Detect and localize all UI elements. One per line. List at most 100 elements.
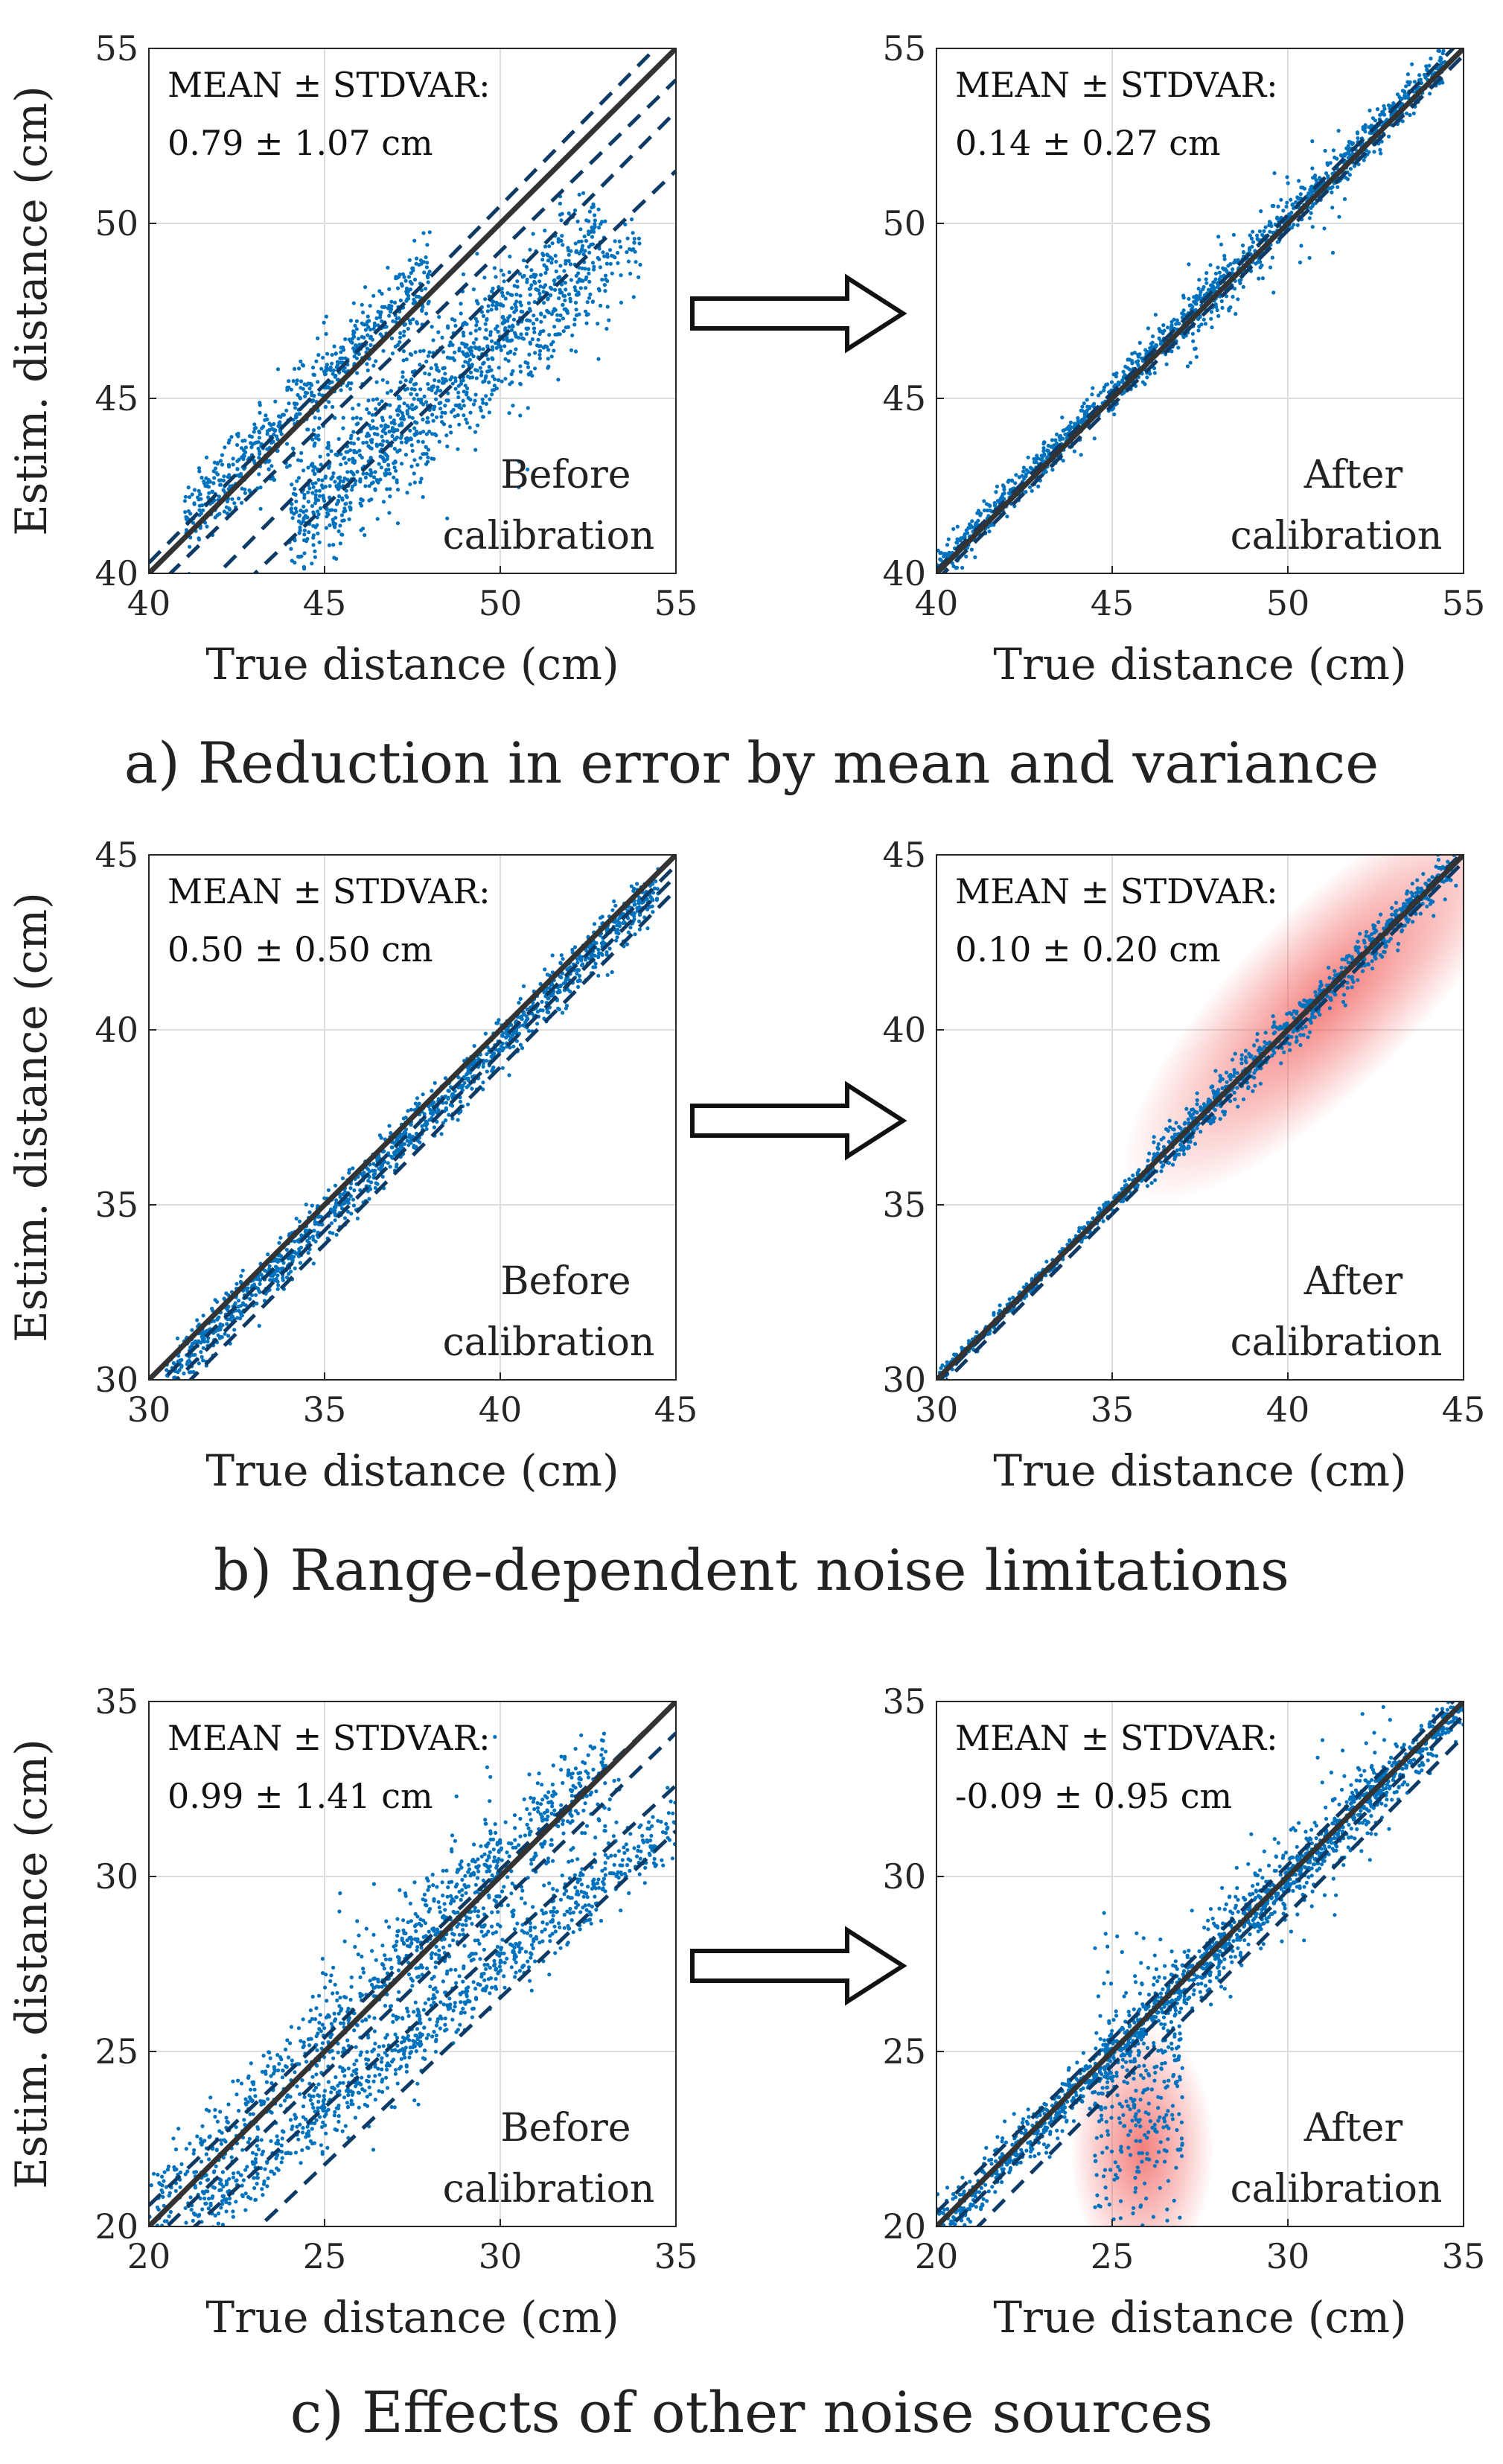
data-point bbox=[433, 1080, 437, 1085]
data-point bbox=[587, 219, 591, 223]
data-point bbox=[426, 455, 430, 459]
data-point bbox=[1035, 453, 1039, 458]
data-point bbox=[575, 219, 580, 223]
data-point bbox=[339, 388, 343, 392]
data-point bbox=[978, 513, 983, 518]
data-point bbox=[482, 360, 486, 365]
data-point bbox=[590, 299, 596, 304]
data-point bbox=[422, 394, 427, 399]
data-point bbox=[600, 914, 604, 919]
data-point bbox=[1412, 80, 1417, 84]
data-point bbox=[311, 485, 316, 489]
x-tick-label: 30 bbox=[127, 1389, 171, 1430]
data-point bbox=[344, 488, 348, 493]
data-point bbox=[584, 321, 589, 325]
data-point bbox=[1036, 484, 1041, 488]
data-point bbox=[539, 311, 543, 316]
data-point bbox=[364, 440, 369, 445]
data-point bbox=[401, 334, 406, 338]
data-point bbox=[212, 476, 217, 480]
data-point bbox=[569, 278, 574, 282]
data-point bbox=[388, 494, 392, 499]
data-point bbox=[170, 1382, 174, 1386]
data-point bbox=[482, 336, 488, 340]
data-point bbox=[1279, 197, 1283, 202]
data-point bbox=[368, 472, 372, 477]
data-point bbox=[1386, 103, 1391, 108]
data-point bbox=[610, 253, 614, 258]
data-point bbox=[490, 392, 494, 397]
data-point bbox=[328, 484, 332, 488]
data-point bbox=[1428, 92, 1432, 96]
data-point bbox=[358, 416, 363, 421]
data-point bbox=[520, 1045, 525, 1051]
data-point bbox=[421, 430, 426, 434]
data-point bbox=[411, 317, 415, 322]
data-point bbox=[612, 899, 616, 903]
data-point bbox=[165, 1385, 169, 1389]
data-point bbox=[465, 1077, 470, 1081]
data-point bbox=[392, 300, 398, 305]
data-point bbox=[368, 304, 372, 308]
data-point bbox=[488, 333, 493, 337]
data-point bbox=[541, 285, 546, 290]
data-point bbox=[421, 260, 426, 264]
data-point bbox=[584, 309, 588, 313]
data-point bbox=[345, 495, 349, 500]
data-point bbox=[333, 480, 337, 484]
data-point bbox=[461, 272, 466, 276]
data-point bbox=[1259, 209, 1263, 214]
data-point bbox=[1372, 150, 1376, 154]
data-point bbox=[638, 262, 642, 267]
data-point bbox=[310, 398, 316, 403]
data-point bbox=[408, 287, 413, 292]
data-point bbox=[200, 503, 205, 508]
data-point bbox=[1220, 305, 1225, 310]
data-point bbox=[547, 333, 552, 337]
data-point bbox=[372, 432, 377, 436]
data-point bbox=[402, 329, 406, 334]
data-point bbox=[474, 337, 479, 342]
data-point bbox=[258, 401, 262, 405]
data-point bbox=[608, 248, 613, 252]
data-point bbox=[1092, 436, 1097, 441]
data-point bbox=[196, 495, 200, 500]
data-point bbox=[377, 462, 381, 466]
data-point bbox=[351, 430, 356, 434]
data-point bbox=[651, 891, 656, 895]
data-point bbox=[565, 967, 569, 972]
data-point bbox=[267, 421, 272, 426]
data-point bbox=[366, 1167, 370, 1171]
x-tick-label: 40 bbox=[479, 1389, 523, 1430]
data-point bbox=[1137, 352, 1142, 357]
data-point bbox=[418, 258, 424, 263]
data-point bbox=[380, 456, 386, 461]
data-point bbox=[235, 1316, 240, 1320]
data-point bbox=[503, 296, 508, 301]
data-point bbox=[328, 523, 332, 528]
data-point bbox=[563, 298, 567, 302]
data-point bbox=[1362, 158, 1366, 162]
data-point bbox=[416, 439, 421, 444]
data-point bbox=[618, 924, 622, 929]
data-point bbox=[509, 306, 514, 311]
data-point bbox=[326, 443, 331, 448]
data-point bbox=[507, 1073, 511, 1077]
data-point bbox=[373, 1171, 377, 1176]
data-point bbox=[373, 487, 377, 491]
data-point bbox=[603, 273, 608, 278]
data-point bbox=[305, 427, 310, 432]
data-point bbox=[310, 491, 315, 495]
data-point bbox=[330, 361, 334, 366]
data-point bbox=[587, 267, 591, 272]
data-point bbox=[492, 266, 497, 270]
data-point bbox=[334, 1203, 339, 1207]
data-point bbox=[517, 335, 521, 340]
data-point bbox=[1403, 94, 1407, 98]
data-point bbox=[232, 501, 237, 506]
data-point bbox=[485, 344, 490, 348]
data-point bbox=[1411, 111, 1416, 115]
data-point bbox=[520, 275, 525, 279]
data-point bbox=[257, 456, 261, 460]
